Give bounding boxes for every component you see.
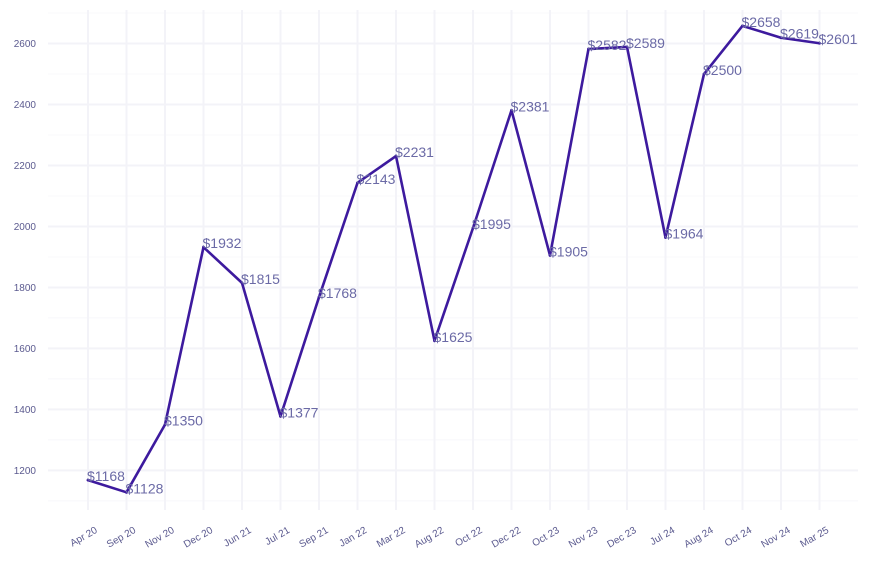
data-label: $1128 [126,480,164,496]
data-label: $1625 [434,329,473,345]
data-point [510,108,513,112]
data-label: $2582 [588,37,627,53]
y-tick-label: 2200 [14,161,37,172]
data-point [741,24,744,28]
data-point [433,339,436,343]
x-tick-label: Oct 22 [453,525,484,549]
data-point [125,490,128,494]
data-label: $1905 [549,243,588,259]
data-label: $2500 [703,62,742,78]
x-axis: Apr 20 Sep 20 Nov 20 Dec 20 Jun 21 Jul 21 Sep … [68,525,831,551]
x-tick-label: Oct 24 [723,525,754,549]
data-point [702,72,706,76]
data-point [86,478,90,482]
y-tick-label: 2400 [14,100,37,111]
data-point [394,154,398,158]
data-point [202,245,205,249]
x-tick-label: Jul 24 [648,525,677,548]
x-tick-label: Jul 21 [263,525,292,548]
data-label-layer: $1168$1128 $1350 $1932 $1815 $1377 $1768 $2143… [87,14,858,496]
data-label: $1932 [203,235,242,251]
series-line [86,24,821,494]
data-point [356,181,359,185]
x-tick-label: Nov 24 [760,525,793,551]
data-point [317,295,321,299]
data-label: $2601 [819,31,858,47]
x-tick-label: Aug 24 [683,525,716,551]
data-label: $2381 [511,98,550,114]
series-line-layer [86,24,821,494]
data-label: $1995 [472,216,511,232]
data-point [779,36,783,40]
data-point [471,226,475,230]
x-tick-label: Sep 20 [105,525,138,551]
data-label: $1768 [318,285,357,301]
data-label: $2143 [357,171,396,187]
data-label: $2619 [780,26,819,42]
y-tick-label: 2000 [14,222,37,233]
x-tick-label: Jun 21 [222,525,254,550]
x-tick-label: Apr 20 [68,525,99,549]
data-point [587,47,590,51]
data-label: $1964 [665,225,704,241]
x-tick-label: Nov 20 [144,525,177,551]
y-tick-label: 2600 [14,39,37,50]
y-axis: 1200 1400 1600 1800 2000 2200 2400 2600 [14,39,37,477]
data-label: $2658 [742,14,781,30]
x-tick-label: Sep 21 [298,525,331,551]
data-label: $2589 [626,35,665,51]
data-point [240,281,244,285]
data-point [279,415,282,418]
y-tick-label: 1200 [14,466,37,477]
data-label: $1377 [280,404,319,420]
data-point [163,423,167,427]
x-tick-label: Mar 25 [799,525,832,550]
x-tick-label: Mar 22 [375,525,408,550]
x-tick-label: Oct 23 [530,525,561,549]
data-label: $1815 [241,271,280,287]
data-label: $1350 [164,413,203,429]
data-point [625,45,629,49]
data-point [664,236,667,239]
x-tick-label: Aug 22 [413,525,446,551]
y-tick-label: 1600 [14,344,37,355]
data-point [818,41,821,45]
x-tick-label: Dec 22 [490,525,523,551]
y-tick-label: 1800 [14,283,37,294]
x-tick-label: Jan 22 [337,525,369,550]
data-point [548,254,552,257]
x-tick-label: Nov 23 [567,525,600,551]
x-tick-label: Dec 23 [606,525,639,551]
data-label: $2231 [395,144,434,160]
grid-layer [48,10,858,510]
y-tick-label: 1400 [14,405,37,416]
data-label: $1168 [87,468,125,484]
x-tick-label: Dec 20 [182,525,215,551]
